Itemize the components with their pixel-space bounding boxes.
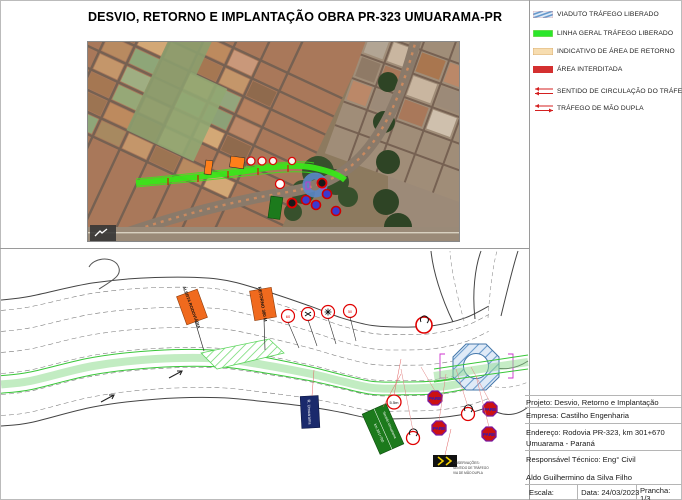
svg-text:60: 60 [286,314,291,319]
svg-text:OBSERVAÇÕES:: OBSERVAÇÕES: [453,460,480,465]
svg-text:5.5m: 5.5m [390,400,400,405]
svg-text:PARE: PARE [483,432,495,437]
svg-text:VIA DE MÃO DUPLA: VIA DE MÃO DUPLA [453,470,484,475]
svg-text:PARE: PARE [429,396,441,401]
svg-text:50: 50 [348,310,352,314]
svg-text:PARE: PARE [433,426,445,431]
svg-text:SENTIDO DE TRÁFEGO: SENTIDO DE TRÁFEGO [453,466,489,470]
svg-text:PARE: PARE [484,407,496,412]
